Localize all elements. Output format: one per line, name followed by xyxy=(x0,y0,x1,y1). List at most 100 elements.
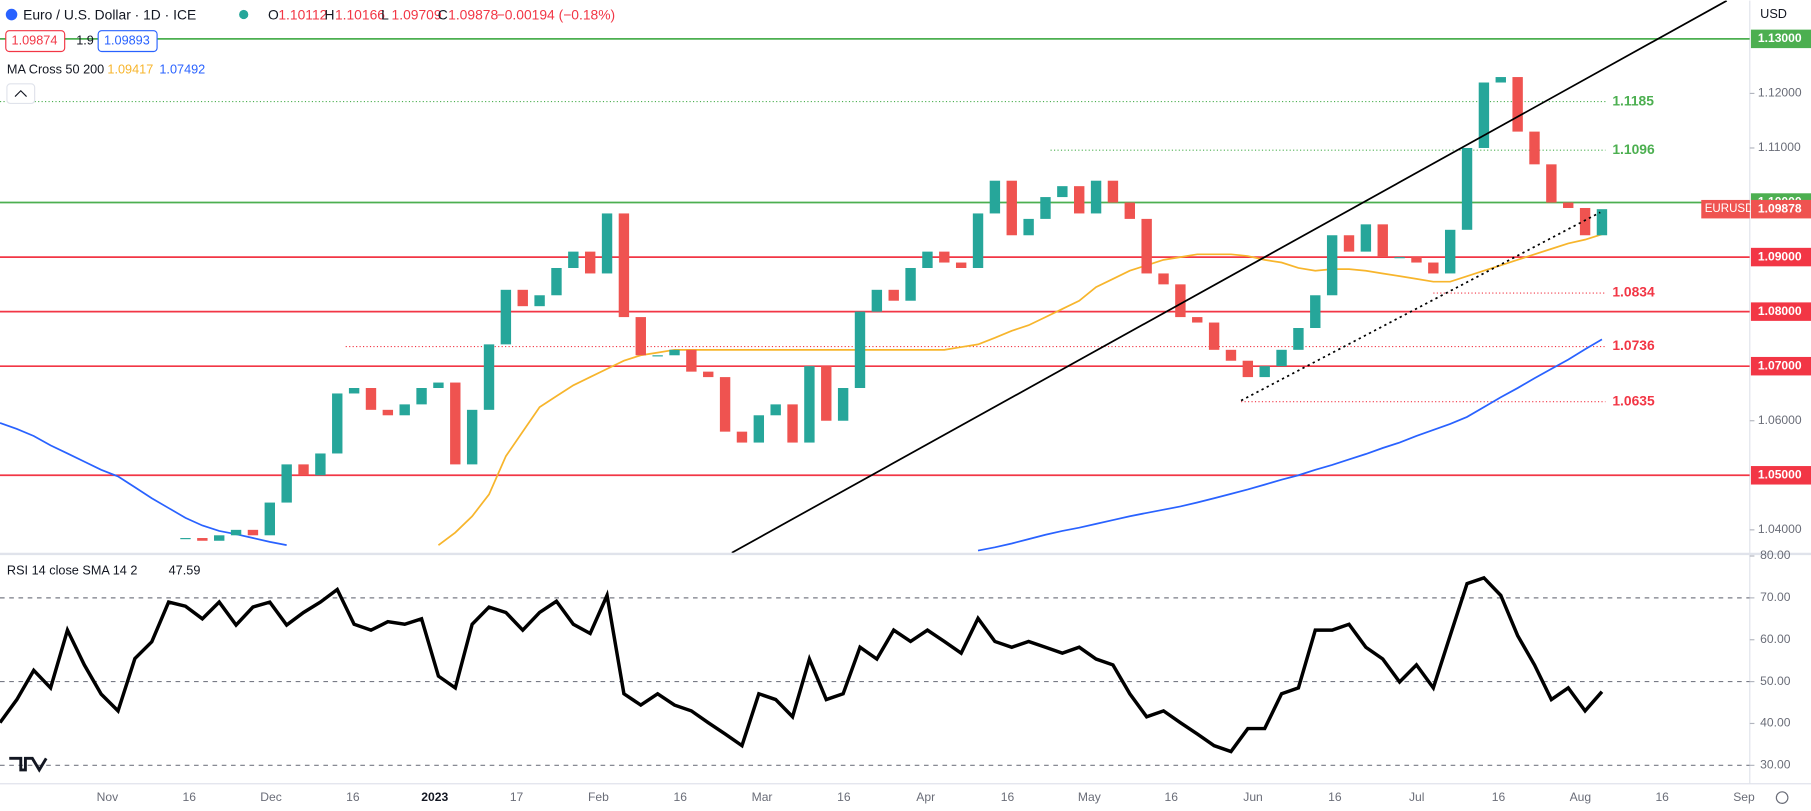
collapse-button[interactable] xyxy=(6,83,36,105)
x-tick-label: 2023 xyxy=(421,790,448,804)
candle xyxy=(1428,262,1439,274)
candle xyxy=(1090,180,1102,214)
candle xyxy=(382,409,394,416)
currency-button[interactable] xyxy=(1753,2,1798,25)
candle xyxy=(1259,366,1270,378)
candle xyxy=(955,262,967,268)
x-tick-label: Jun xyxy=(1243,790,1263,804)
ask-box[interactable] xyxy=(97,30,158,53)
bid: 1.09874 xyxy=(12,33,58,47)
candle xyxy=(821,366,832,421)
x-tick-label: Aug xyxy=(1570,790,1592,804)
candle xyxy=(348,388,360,394)
candle xyxy=(1310,295,1321,329)
candle xyxy=(939,251,950,263)
candle xyxy=(1276,349,1287,367)
settings-button[interactable] xyxy=(1775,791,1789,804)
candle xyxy=(298,464,309,476)
logo xyxy=(9,756,48,773)
level-label: 1.07000 xyxy=(1758,358,1802,372)
candle xyxy=(989,180,1001,214)
candle xyxy=(1107,180,1119,203)
candle xyxy=(871,289,883,312)
candle xyxy=(1225,349,1237,361)
y-tick-label: 70.00 xyxy=(1760,590,1791,604)
x-tick-label: Apr xyxy=(916,790,935,804)
candle xyxy=(888,289,899,301)
ma200-value: 1.07492 xyxy=(159,62,205,76)
symbol-logo xyxy=(5,8,18,21)
candle xyxy=(1242,360,1254,378)
last-price-tag xyxy=(1750,199,1811,219)
level-tag xyxy=(1750,302,1811,321)
candle xyxy=(1394,257,1405,259)
candle xyxy=(1023,218,1034,236)
candle xyxy=(922,251,933,268)
candle xyxy=(1377,224,1388,258)
ma50-value: 1.09417 xyxy=(107,62,153,76)
market-status[interactable] xyxy=(239,9,249,20)
candle xyxy=(1057,186,1068,198)
candle xyxy=(1326,235,1338,296)
candle xyxy=(618,213,630,318)
annotation-label: 1.1096 xyxy=(1612,141,1655,157)
level-tag xyxy=(1750,466,1811,485)
ohlc-value: 1.10112 xyxy=(278,6,327,22)
y-tick-label: 50.00 xyxy=(1760,674,1791,688)
candle xyxy=(736,431,748,443)
candle xyxy=(635,317,646,356)
last-name-tag xyxy=(1701,199,1750,219)
y-tick-label: 30.00 xyxy=(1760,758,1791,772)
candle xyxy=(1478,82,1490,148)
x-tick-label: Feb xyxy=(588,790,609,804)
candle xyxy=(1141,218,1152,274)
x-tick-label: 16 xyxy=(1001,790,1015,804)
candle xyxy=(568,251,579,268)
annotation-label: 1.1185 xyxy=(1612,92,1654,108)
candle xyxy=(1529,131,1540,165)
level-tag xyxy=(1750,356,1811,376)
ma-label: MA Cross 50 200 xyxy=(7,62,104,76)
candle xyxy=(804,366,815,443)
x-tick-label: Mar xyxy=(752,790,773,804)
level-label: 1.13000 xyxy=(1758,31,1802,45)
rsi-line xyxy=(0,575,1604,754)
y-tick-label: 60.00 xyxy=(1760,632,1791,646)
candle xyxy=(1360,224,1372,252)
ohlc-value: 1.09709 xyxy=(392,6,442,22)
level-label: 1.09000 xyxy=(1758,249,1802,263)
rsi-pane xyxy=(0,575,1750,766)
candle xyxy=(1124,202,1135,219)
candle xyxy=(1461,147,1473,230)
ohlc-name: H xyxy=(325,6,335,22)
y-tick-label: 80.00 xyxy=(1760,548,1791,562)
level-tag xyxy=(1750,29,1811,49)
candle xyxy=(466,409,478,465)
x-tick-label: Nov xyxy=(97,790,119,804)
candle xyxy=(770,404,781,416)
ohlc-name: O xyxy=(268,6,279,22)
rsi-value: 47.59 xyxy=(169,564,201,578)
x-tick-label: 16 xyxy=(183,790,197,804)
x-tick-label: 16 xyxy=(346,790,360,804)
bid-box[interactable] xyxy=(5,30,66,53)
currency: USD xyxy=(1760,7,1787,21)
candle xyxy=(1343,235,1355,252)
candle xyxy=(1175,284,1186,318)
candle xyxy=(1411,257,1422,263)
candle xyxy=(703,371,714,378)
change: −0.00194 (−0.18%) xyxy=(497,6,616,22)
candle xyxy=(584,251,596,274)
spread: 1.9 xyxy=(76,33,94,47)
candle xyxy=(281,464,292,503)
candle xyxy=(1512,77,1523,132)
ohlc-name: L xyxy=(381,6,389,22)
candle xyxy=(719,377,731,432)
candle xyxy=(1293,328,1304,350)
price-pane xyxy=(0,0,1750,553)
x-tick-label: 17 xyxy=(510,790,524,804)
candle xyxy=(483,344,495,410)
